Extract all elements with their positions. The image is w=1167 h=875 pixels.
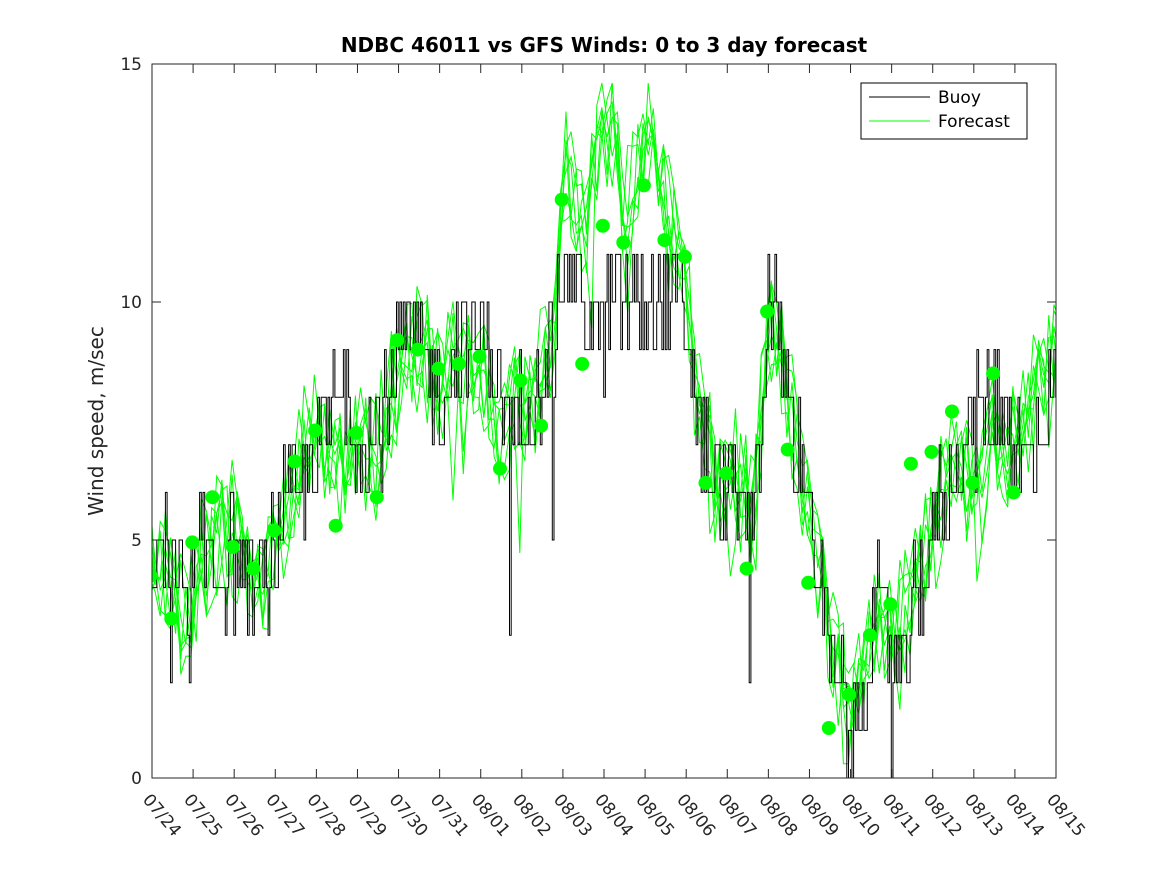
chart-title: NDBC 46011 vs GFS Winds: 0 to 3 day fore…	[341, 33, 868, 57]
y-tick-label: 10	[120, 293, 142, 313]
forecast-marker-point	[1006, 485, 1021, 500]
forecast-marker-point	[842, 687, 857, 702]
forecast-marker-point	[308, 423, 323, 438]
forecast-marker-point	[945, 404, 959, 419]
forecast-marker-point	[267, 523, 281, 538]
forecast-run-line	[152, 82, 1056, 726]
forecast-marker-point	[328, 518, 343, 533]
forecast-marker-point	[965, 475, 980, 490]
legend-box	[860, 82, 1028, 140]
forecast-marker-point	[390, 333, 405, 348]
forecast-marker-point	[616, 235, 631, 250]
forecast-marker-point	[513, 373, 528, 388]
forecast-marker-point	[246, 561, 261, 576]
forecast-marker-point	[493, 461, 507, 476]
y-tick-label: 15	[120, 55, 142, 75]
forecast-marker-point	[225, 540, 240, 555]
forecast-marker-point	[821, 721, 836, 735]
forecast-marker-point	[369, 490, 384, 505]
forecast-marker-point	[739, 561, 754, 576]
buoy-series-line	[152, 253, 1056, 778]
forecast-markers	[152, 178, 1021, 735]
forecast-marker-point	[164, 611, 179, 626]
forecast-marker-point	[903, 456, 918, 471]
forecast-marker-point	[534, 418, 549, 433]
forecast-marker-point	[801, 575, 816, 590]
forecast-marker-point	[431, 361, 446, 376]
legend: Buoy Forecast	[860, 82, 1028, 140]
forecast-marker-point	[657, 233, 672, 248]
forecast-marker-point	[719, 466, 733, 481]
forecast-marker-point	[185, 535, 200, 550]
forecast-marker-point	[349, 425, 364, 440]
forecast-marker-point	[287, 454, 302, 469]
forecast-run-line	[152, 110, 1056, 753]
forecast-marker-point	[554, 192, 569, 207]
forecast-marker-point	[924, 444, 939, 459]
forecast-marker-point	[698, 475, 713, 490]
forecast-marker-point	[780, 442, 795, 457]
forecast-marker-point	[760, 304, 775, 319]
forecast-marker-point	[472, 349, 487, 364]
forecast-marker-point	[883, 597, 898, 612]
forecast-marker-point	[636, 178, 651, 193]
forecast-marker-point	[986, 366, 1001, 381]
forecast-marker-point	[152, 568, 158, 583]
y-tick-label: 0	[131, 769, 142, 789]
forecast-run-line	[152, 108, 1056, 730]
legend-forecast-label: Forecast	[938, 112, 1010, 132]
forecast-marker-point	[205, 490, 220, 505]
forecast-marker-point	[451, 356, 466, 371]
y-tick-label: 5	[131, 531, 142, 551]
forecast-marker-point	[595, 218, 610, 233]
data-layer	[152, 82, 1056, 778]
forecast-marker-point	[410, 342, 425, 357]
y-axis-label: Wind speed, m/sec	[84, 326, 108, 516]
legend-buoy-label: Buoy	[938, 88, 981, 108]
forecast-marker-point	[677, 249, 692, 264]
forecast-marker-point	[862, 628, 877, 643]
forecast-marker-point	[575, 356, 590, 371]
